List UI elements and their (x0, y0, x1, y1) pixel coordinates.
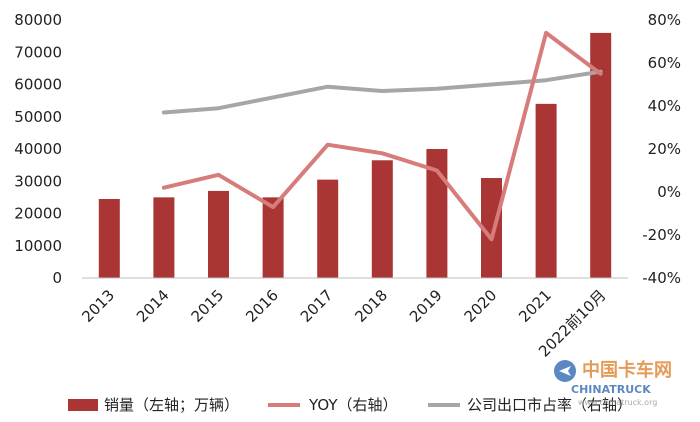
bar (535, 103, 557, 278)
x-axis-ticks: 2013 2014 2015 2016 2017 2018 2019 2020 20212022… (78, 286, 609, 360)
left-axis-ticks: 0 10000 20000 30000 40000 50000 60000 70000 8000… (14, 11, 62, 287)
x-tick-label: 2019 (406, 286, 446, 326)
legend-label-yoy: YOY（右轴） (308, 396, 398, 414)
right-tick-label: -20% (642, 226, 681, 244)
x-tick-label: 2018 (351, 286, 391, 326)
bar (153, 197, 175, 278)
x-tick-label: 2014 (133, 286, 173, 326)
left-tick-label: 0 (52, 269, 62, 287)
line-series (161, 30, 603, 242)
watermark-url: www.chinatruck.org (578, 398, 657, 407)
bar (208, 190, 229, 278)
bar (590, 32, 612, 279)
x-tick-label: 2017 (297, 286, 337, 326)
legend-bar-swatch (68, 399, 98, 411)
watermark-en: CHINATRUCK (571, 383, 651, 396)
legend-label-share: 公司出口市占率（右轴） (467, 396, 632, 414)
bar (426, 149, 448, 278)
right-tick-label: 40% (648, 97, 681, 115)
x-tick-label: 2016 (242, 286, 282, 326)
left-tick-label: 70000 (14, 43, 62, 61)
bar (262, 197, 284, 278)
left-tick-label: 30000 (14, 172, 62, 190)
right-tick-label: -40% (642, 269, 681, 287)
market-share-line (161, 69, 603, 115)
x-tick-label: 2021 (515, 286, 555, 326)
bar (371, 160, 393, 278)
left-tick-label: 20000 (14, 205, 62, 223)
legend: 销量（左轴；万辆） YOY（右轴） 公司出口市占率（右轴） (68, 396, 632, 414)
right-tick-label: 0% (657, 183, 681, 201)
watermark-cn: 中国卡车网 (582, 359, 672, 381)
left-tick-label: 40000 (14, 140, 62, 158)
x-tick-label: 2020 (461, 286, 501, 326)
right-axis-ticks: -40% -20% 0% 20% 40% 60% 80% (642, 11, 681, 287)
yoy-line (161, 30, 603, 242)
x-tick-label: 2015 (188, 286, 228, 326)
legend-label-sales: 销量（左轴；万辆） (104, 396, 239, 414)
left-tick-label: 50000 (14, 108, 62, 126)
right-tick-label: 80% (648, 11, 681, 29)
left-tick-label: 80000 (14, 11, 62, 29)
bar-series (98, 32, 612, 279)
bar (317, 179, 339, 278)
x-tick-label: 2013 (78, 286, 118, 326)
left-tick-label: 10000 (14, 237, 62, 255)
right-tick-label: 20% (648, 140, 681, 158)
watermark: 中国卡车网 CHINATRUCK www.chinatruck.org (554, 359, 672, 407)
right-tick-label: 60% (648, 54, 681, 72)
left-tick-label: 60000 (14, 76, 62, 94)
watermark-logo-mark-icon (559, 366, 571, 376)
bar (98, 198, 120, 278)
bar (481, 178, 502, 278)
